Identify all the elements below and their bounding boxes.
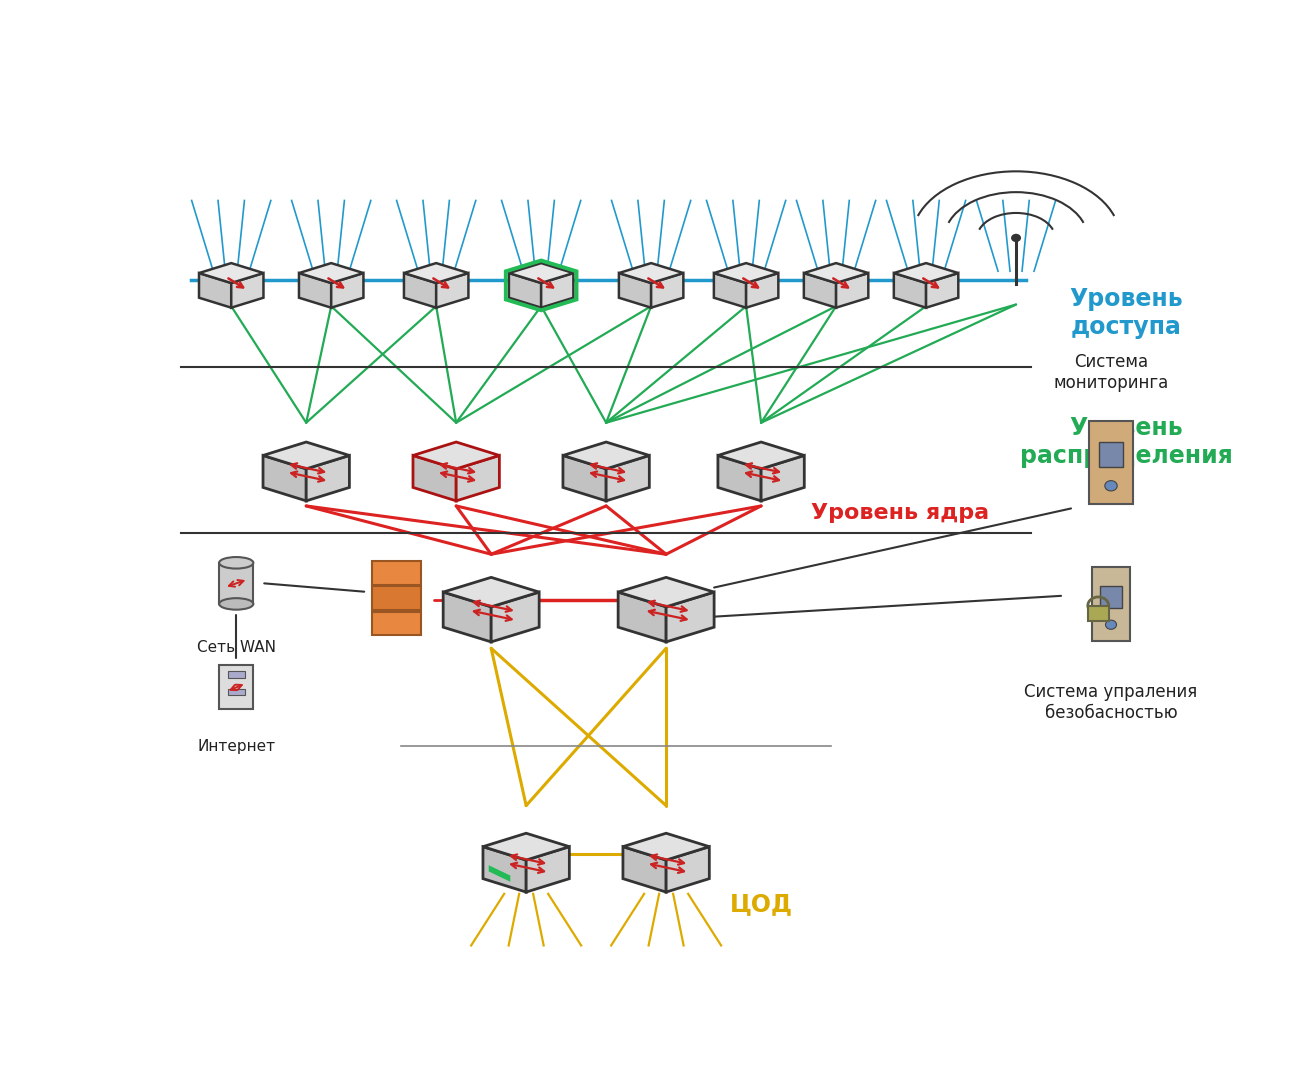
Polygon shape (263, 442, 350, 469)
Polygon shape (404, 263, 468, 283)
Text: Система
мониторинга: Система мониторинга (1054, 353, 1169, 392)
Circle shape (1104, 481, 1117, 491)
Polygon shape (444, 577, 539, 606)
Polygon shape (413, 455, 457, 501)
Polygon shape (562, 455, 606, 501)
Text: ЦОД: ЦОД (730, 892, 792, 916)
Bar (228, 689, 245, 695)
Text: Уровень ядра: Уровень ядра (811, 503, 989, 522)
Polygon shape (666, 592, 715, 642)
Polygon shape (404, 273, 436, 308)
Text: Сеть WAN: Сеть WAN (197, 640, 276, 655)
Polygon shape (926, 273, 958, 308)
Bar (372, 612, 421, 635)
Polygon shape (299, 263, 364, 283)
Polygon shape (623, 833, 710, 860)
Text: Уровень
доступа: Уровень доступа (1069, 286, 1183, 338)
Polygon shape (306, 455, 350, 501)
Polygon shape (651, 273, 684, 308)
Bar (1099, 442, 1124, 467)
Bar (1091, 568, 1130, 641)
Polygon shape (894, 263, 958, 283)
Polygon shape (713, 263, 778, 283)
Bar (219, 563, 253, 604)
Circle shape (1011, 233, 1022, 242)
Text: Уровень
распределения: Уровень распределения (1019, 416, 1232, 468)
Polygon shape (199, 273, 231, 308)
Text: Интернет: Интернет (197, 739, 275, 755)
Polygon shape (618, 592, 666, 642)
Polygon shape (199, 263, 263, 283)
Polygon shape (231, 273, 263, 308)
Polygon shape (413, 442, 499, 469)
Polygon shape (299, 273, 332, 308)
Bar (1087, 605, 1108, 622)
Bar (219, 666, 253, 709)
Bar (372, 561, 421, 585)
Polygon shape (436, 273, 468, 308)
Polygon shape (562, 442, 649, 469)
Polygon shape (761, 455, 804, 501)
Polygon shape (263, 455, 306, 501)
Polygon shape (491, 592, 539, 642)
Polygon shape (332, 273, 364, 308)
Polygon shape (804, 273, 836, 308)
Polygon shape (719, 455, 761, 501)
Polygon shape (666, 846, 710, 892)
Text: Система упраления
безобасностью: Система упраления безобасностью (1024, 683, 1197, 722)
Bar (228, 671, 245, 678)
Polygon shape (510, 263, 573, 283)
Polygon shape (713, 273, 746, 308)
Polygon shape (619, 273, 651, 308)
Polygon shape (623, 846, 666, 892)
Polygon shape (746, 273, 778, 308)
Polygon shape (482, 833, 569, 860)
Ellipse shape (219, 557, 253, 569)
Polygon shape (482, 846, 526, 892)
Polygon shape (619, 263, 684, 283)
Polygon shape (719, 442, 804, 469)
Polygon shape (894, 273, 926, 308)
Bar (1100, 586, 1122, 608)
Polygon shape (606, 455, 649, 501)
Circle shape (1106, 620, 1117, 629)
Polygon shape (804, 263, 868, 283)
Polygon shape (457, 455, 499, 501)
Bar (1089, 422, 1133, 504)
Polygon shape (510, 273, 542, 308)
Polygon shape (618, 577, 715, 606)
Polygon shape (489, 865, 511, 882)
Ellipse shape (219, 598, 253, 610)
Polygon shape (444, 592, 491, 642)
Polygon shape (836, 273, 868, 308)
Polygon shape (526, 846, 569, 892)
Bar (372, 587, 421, 610)
Polygon shape (542, 273, 573, 308)
